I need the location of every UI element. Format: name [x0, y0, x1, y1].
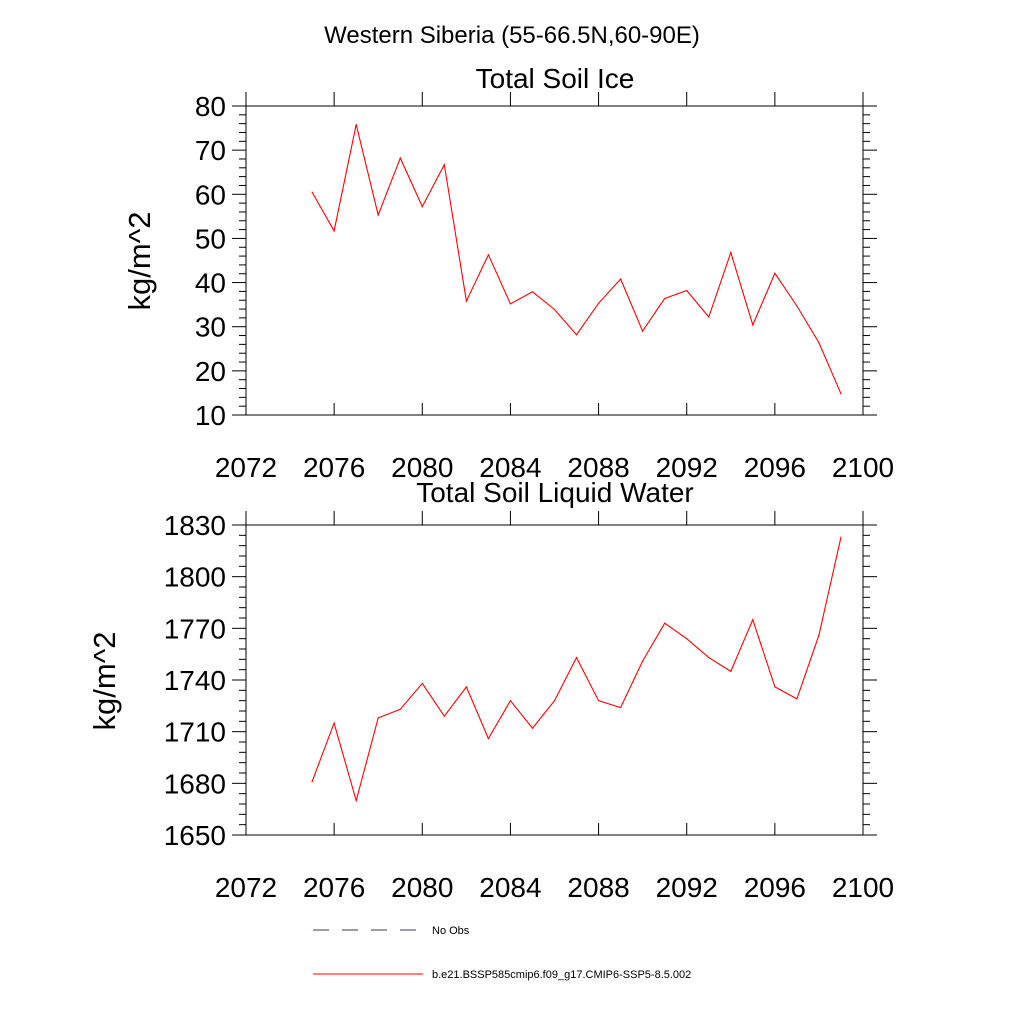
data-point	[597, 302, 600, 304]
legend: No Obs b.e21.BSSP585cmip6.f09_g17.CMIP6-…	[313, 925, 691, 981]
plot-frame	[245, 105, 864, 416]
y-axis-label: kg/m^2	[87, 632, 122, 731]
data-point	[752, 619, 754, 621]
data-point	[796, 305, 798, 307]
data-point	[399, 708, 401, 710]
x-tick-label: 2088	[567, 452, 629, 483]
data-point	[664, 297, 666, 300]
data-point	[774, 686, 776, 688]
y-tick-label: 1650	[164, 820, 226, 851]
data-point	[487, 737, 489, 740]
data-point	[818, 634, 820, 636]
data-point	[399, 157, 401, 159]
data-point	[686, 289, 688, 292]
data-point	[840, 536, 842, 538]
x-tick-label: 2100	[832, 452, 894, 483]
data-point	[575, 334, 578, 336]
chart-title: Total Soil Ice	[476, 63, 635, 94]
x-tick-label: 2076	[303, 872, 365, 903]
data-point	[509, 700, 512, 702]
x-tick-label: 2096	[744, 872, 806, 903]
data-point	[818, 342, 820, 344]
data-point	[575, 657, 578, 659]
y-tick-label: 10	[195, 400, 226, 431]
x-tick-label: 2084	[479, 452, 541, 483]
data-point	[553, 700, 556, 702]
y-tick-label: 40	[195, 268, 226, 299]
data-point	[642, 330, 644, 332]
data-point	[311, 191, 313, 193]
y-tick-label: 1710	[164, 717, 226, 748]
data-point	[465, 300, 467, 302]
figure-suptitle: Western Siberia (55-66.5N,60-90E)	[324, 22, 700, 49]
y-tick-label: 70	[195, 135, 226, 166]
data-point	[620, 706, 622, 709]
x-tick-label: 2092	[656, 872, 718, 903]
data-point	[421, 206, 423, 208]
chart-panel-soil-ice: Total Soil Ice kg/m^2 2072 2076 2080 2084 20…	[122, 63, 894, 483]
y-tick-label: 80	[195, 91, 226, 122]
data-point	[620, 278, 622, 280]
data-point	[752, 324, 754, 326]
y-tick-label: 1770	[164, 613, 226, 644]
x-tick-label: 2088	[567, 872, 629, 903]
data-point	[730, 670, 732, 672]
data-point	[840, 393, 842, 395]
data-point	[311, 781, 313, 783]
data-point	[421, 682, 423, 685]
x-tick-label: 2096	[744, 452, 806, 483]
data-point	[664, 622, 666, 624]
y-tick-label: 30	[195, 312, 226, 343]
data-point	[553, 308, 556, 311]
y-axis-label: kg/m^2	[122, 212, 157, 311]
x-tick-label: 2072	[215, 452, 277, 483]
chart-title: Total Soil Liquid Water	[416, 477, 694, 508]
data-point	[377, 717, 379, 719]
data-point	[443, 164, 445, 166]
x-tick-label: 2080	[391, 452, 453, 483]
data-point	[531, 291, 534, 293]
x-tick-label: 2100	[832, 872, 894, 903]
y-tick-label: 1800	[164, 562, 226, 593]
data-point	[597, 700, 600, 702]
data-point	[774, 272, 776, 274]
y-tick-label: 60	[195, 179, 226, 210]
x-tick-label: 2080	[391, 872, 453, 903]
data-point	[730, 251, 732, 254]
data-point	[708, 657, 710, 659]
x-tick-label: 2084	[479, 872, 541, 903]
x-tick-label: 2072	[215, 872, 277, 903]
y-tick-label: 1740	[164, 665, 226, 696]
series-line	[311, 124, 842, 395]
data-point	[796, 698, 798, 700]
y-tick-label: 1680	[164, 768, 226, 799]
series-line	[311, 536, 842, 803]
data-point	[487, 254, 489, 256]
y-tick-label: 50	[195, 223, 226, 254]
y-tick-label: 20	[195, 356, 226, 387]
legend-label-no-obs: No Obs	[432, 925, 470, 937]
data-point	[333, 722, 335, 724]
data-point	[686, 638, 688, 640]
data-point	[443, 715, 445, 717]
data-point	[377, 214, 379, 216]
data-point	[642, 660, 644, 662]
plot-frame	[245, 524, 864, 836]
data-point	[509, 303, 512, 305]
x-tick-label: 2076	[303, 452, 365, 483]
legend-label-model-run: b.e21.BSSP585cmip6.f09_g17.CMIP6-SSP5-8.…	[432, 969, 691, 981]
data-point	[708, 316, 710, 318]
data-point	[355, 123, 357, 126]
data-point	[465, 686, 467, 688]
y-tick-label: 1830	[164, 510, 226, 541]
data-point	[333, 230, 335, 232]
x-tick-label: 2092	[656, 452, 718, 483]
data-point	[531, 727, 534, 729]
chart-panel-soil-liquid-water: Total Soil Liquid Water kg/m^2 2072 2076 2…	[87, 477, 894, 903]
data-point	[355, 799, 357, 802]
